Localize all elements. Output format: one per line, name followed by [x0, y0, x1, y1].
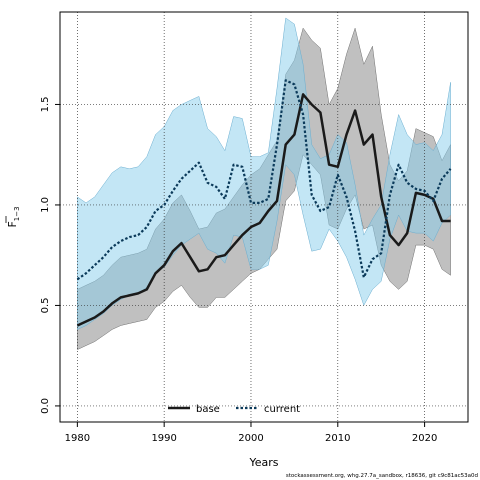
x-axis: 1980 1990 2000 2010 2020: [65, 422, 437, 444]
legend-base-label: base: [196, 404, 220, 415]
grid-layer: [60, 12, 468, 422]
x-tick-label: 1980: [65, 433, 90, 444]
lines-layer: [76, 79, 452, 327]
footer-text: stockassessment.org, whg.27.7a_sandbox, …: [286, 473, 478, 479]
x-tick-label: 2020: [412, 433, 437, 444]
y-axis-label-main: F: [6, 221, 19, 227]
y-axis-label: F1−3: [5, 206, 21, 228]
x-tick-label: 2010: [325, 433, 350, 444]
y-tick-label: 0.5: [40, 297, 51, 313]
x-tick-label: 2000: [238, 433, 263, 444]
band-current: [77, 17, 451, 330]
plot-frame: [59, 11, 469, 423]
series-line-base: [76, 93, 451, 327]
y-tick-label: 1.5: [40, 96, 51, 112]
x-axis-label: Years: [248, 456, 278, 469]
y-tick-label: 1.0: [40, 197, 51, 213]
y-axis: 0.0 0.5 1.0 1.5: [40, 96, 60, 414]
y-axis-label-sub: 1−3: [13, 206, 21, 221]
y-tick-label: 0.0: [40, 398, 51, 414]
svg-text:F1−3: F1−3: [6, 206, 21, 227]
series-line-current: [76, 79, 452, 281]
legend-current-label: current: [264, 404, 300, 415]
legend: base current: [168, 404, 300, 415]
bands-layer: [77, 17, 451, 350]
x-tick-label: 1990: [151, 433, 176, 444]
